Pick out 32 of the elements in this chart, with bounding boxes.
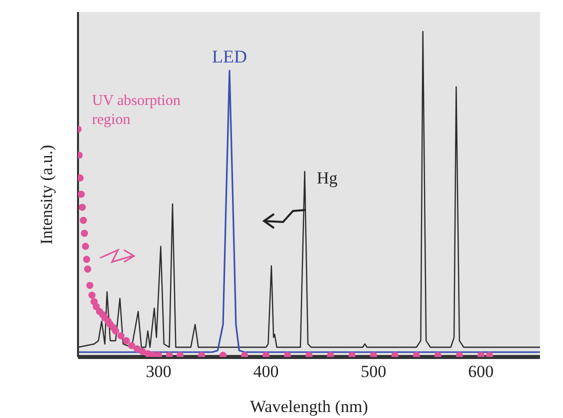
- point: [78, 190, 85, 198]
- point: [134, 345, 141, 352]
- x-tick-label: 300: [146, 362, 172, 382]
- point: [83, 256, 90, 263]
- point: [155, 352, 162, 357]
- point: [92, 302, 100, 310]
- series-label: LED: [212, 46, 247, 67]
- point: [80, 216, 87, 224]
- x-tick-label: 600: [468, 362, 494, 382]
- x-axis-title: Wavelength (nm): [250, 397, 368, 416]
- point: [128, 342, 136, 350]
- point: [82, 242, 90, 250]
- point: [112, 327, 120, 335]
- point: [78, 204, 86, 211]
- annotation: Hg: [316, 168, 338, 188]
- x-tick-label: 500: [360, 362, 386, 382]
- point: [88, 292, 96, 299]
- point: [117, 332, 125, 340]
- point: [122, 337, 130, 344]
- x-tick-label: 400: [253, 362, 279, 382]
- point: [456, 352, 463, 357]
- point: [166, 352, 173, 357]
- point: [138, 348, 146, 356]
- point: [477, 352, 484, 357]
- point: [86, 282, 94, 289]
- point: [84, 266, 92, 273]
- point: [78, 174, 84, 182]
- y-axis-title: Intensity (a.u.): [37, 144, 56, 244]
- point: [434, 352, 442, 357]
- series-label: UV absorption region: [92, 93, 181, 128]
- point: [176, 352, 184, 357]
- point: [80, 230, 88, 237]
